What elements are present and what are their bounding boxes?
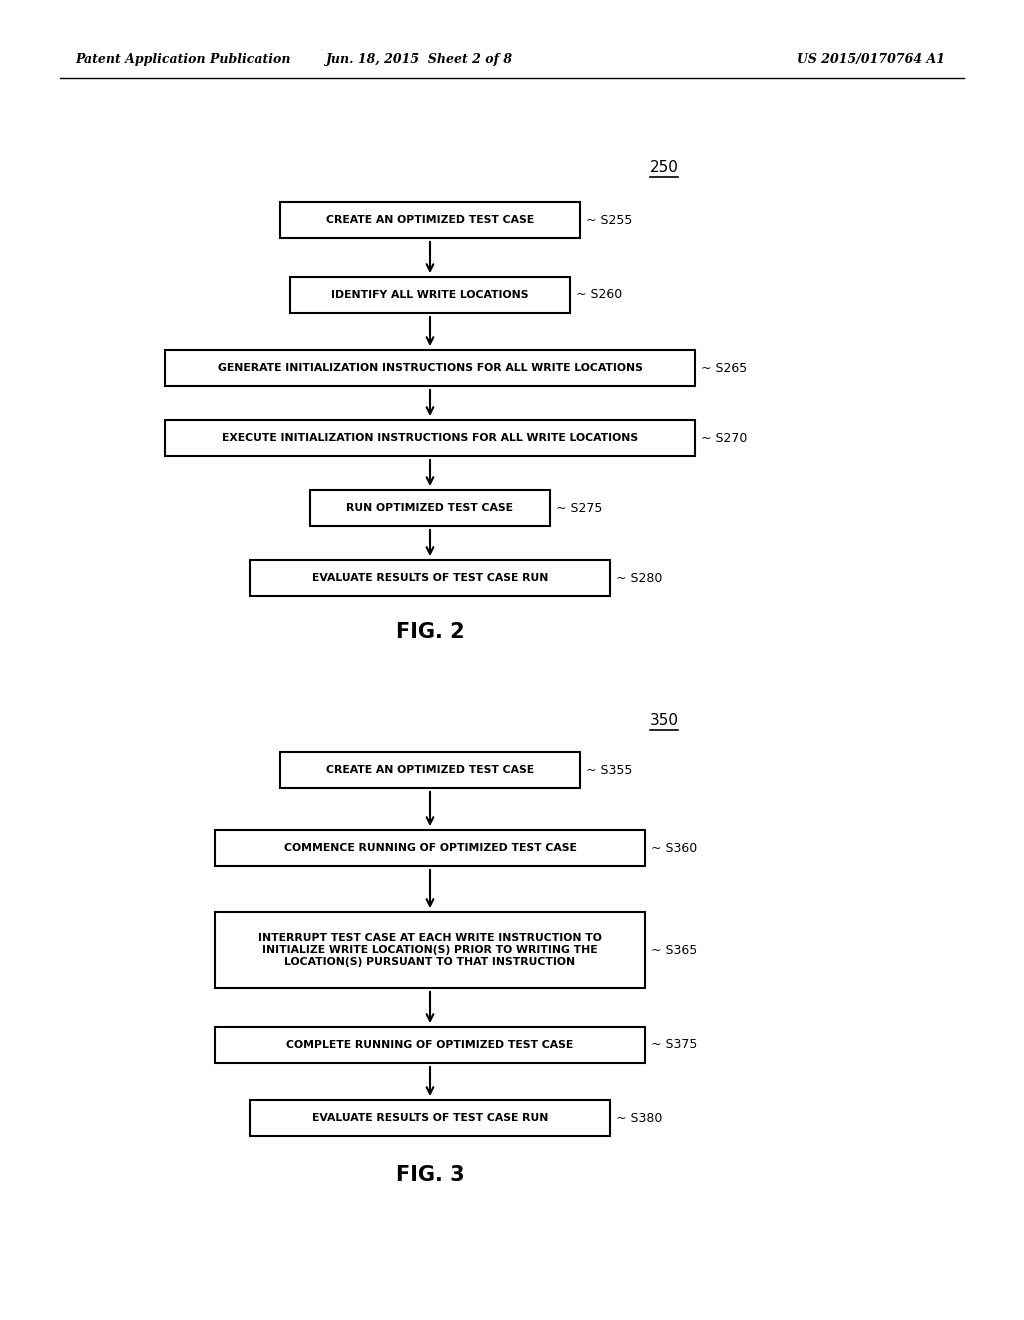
Text: RUN OPTIMIZED TEST CASE: RUN OPTIMIZED TEST CASE <box>346 503 513 513</box>
Text: ~ S270: ~ S270 <box>701 432 748 445</box>
Text: EVALUATE RESULTS OF TEST CASE RUN: EVALUATE RESULTS OF TEST CASE RUN <box>312 1113 548 1123</box>
Bar <box>215 1027 645 1063</box>
Text: 350: 350 <box>650 713 679 729</box>
Text: CREATE AN OPTIMIZED TEST CASE: CREATE AN OPTIMIZED TEST CASE <box>326 215 535 224</box>
Text: ~ S265: ~ S265 <box>701 362 748 375</box>
Text: ~ S365: ~ S365 <box>651 944 697 957</box>
Text: INTERRUPT TEST CASE AT EACH WRITE INSTRUCTION TO
INITIALIZE WRITE LOCATION(S) PR: INTERRUPT TEST CASE AT EACH WRITE INSTRU… <box>258 933 602 968</box>
Text: ~ S280: ~ S280 <box>616 572 663 585</box>
Text: ~ S375: ~ S375 <box>651 1039 697 1052</box>
Bar <box>250 560 610 597</box>
Text: CREATE AN OPTIMIZED TEST CASE: CREATE AN OPTIMIZED TEST CASE <box>326 766 535 775</box>
Bar <box>165 420 695 455</box>
Text: ~ S275: ~ S275 <box>556 502 602 515</box>
Text: EXECUTE INITIALIZATION INSTRUCTIONS FOR ALL WRITE LOCATIONS: EXECUTE INITIALIZATION INSTRUCTIONS FOR … <box>222 433 638 444</box>
Text: US 2015/0170764 A1: US 2015/0170764 A1 <box>797 54 945 66</box>
Bar <box>280 202 580 238</box>
Text: Patent Application Publication: Patent Application Publication <box>75 54 291 66</box>
Text: Jun. 18, 2015  Sheet 2 of 8: Jun. 18, 2015 Sheet 2 of 8 <box>327 54 514 66</box>
Text: ~ S360: ~ S360 <box>651 842 697 854</box>
Text: ~ S380: ~ S380 <box>616 1111 663 1125</box>
Bar <box>280 752 580 788</box>
Text: COMMENCE RUNNING OF OPTIMIZED TEST CASE: COMMENCE RUNNING OF OPTIMIZED TEST CASE <box>284 843 577 853</box>
Bar <box>215 912 645 987</box>
Text: COMPLETE RUNNING OF OPTIMIZED TEST CASE: COMPLETE RUNNING OF OPTIMIZED TEST CASE <box>287 1040 573 1049</box>
Bar <box>310 490 550 525</box>
Text: FIG. 3: FIG. 3 <box>395 1166 464 1185</box>
Text: GENERATE INITIALIZATION INSTRUCTIONS FOR ALL WRITE LOCATIONS: GENERATE INITIALIZATION INSTRUCTIONS FOR… <box>217 363 642 374</box>
Bar <box>165 350 695 385</box>
Bar <box>215 830 645 866</box>
Text: EVALUATE RESULTS OF TEST CASE RUN: EVALUATE RESULTS OF TEST CASE RUN <box>312 573 548 583</box>
Bar <box>290 277 570 313</box>
Text: ~ S260: ~ S260 <box>575 289 623 301</box>
Text: ~ S355: ~ S355 <box>586 763 633 776</box>
Text: ~ S255: ~ S255 <box>586 214 633 227</box>
Text: FIG. 2: FIG. 2 <box>395 622 464 642</box>
Text: 250: 250 <box>650 160 679 176</box>
Bar <box>250 1100 610 1137</box>
Text: IDENTIFY ALL WRITE LOCATIONS: IDENTIFY ALL WRITE LOCATIONS <box>331 290 528 300</box>
